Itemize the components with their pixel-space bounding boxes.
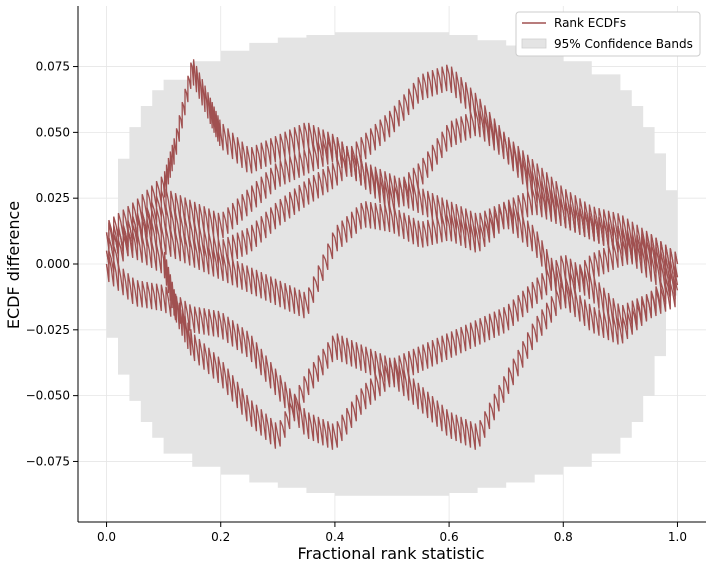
rank-ecdf-line-5 <box>105 135 679 300</box>
y-tick-label-4: 0.025 <box>36 191 70 205</box>
x-tick-label-5: 1.0 <box>668 530 687 544</box>
x-tick-label-0: 0.0 <box>97 530 116 544</box>
y-tick-label-3: 0.000 <box>36 257 70 271</box>
y-tick-label-6: 0.075 <box>36 60 70 74</box>
rank-ecdf-line-3 <box>105 222 679 450</box>
y-tick-label-5: 0.050 <box>36 125 70 139</box>
y-axis-title: ECDF difference <box>4 201 23 329</box>
y-tick-label-1: −0.050 <box>26 389 70 403</box>
confidence-band-area <box>106 32 678 496</box>
x-axis-title: Fractional rank statistic <box>297 544 484 563</box>
legend-label-rank-ecdfs: Rank ECDFs <box>554 16 626 30</box>
legend: Rank ECDFs 95% Confidence Bands <box>515 11 701 57</box>
tick-labels: 0.0 0.2 0.4 0.6 0.8 1.0 −0.075 −0.050 −0.025 0.00… <box>26 60 687 544</box>
rank-ecdf-line-0 <box>105 64 679 279</box>
rank-ecdf-series <box>105 59 679 450</box>
rank-ecdf-line-4 <box>105 201 679 345</box>
legend-patch-swatch <box>521 38 547 49</box>
x-tick-label-1: 0.2 <box>211 530 230 544</box>
x-tick-label-2: 0.4 <box>325 530 344 544</box>
x-tick-label-4: 0.8 <box>554 530 573 544</box>
legend-label-confidence-bands: 95% Confidence Bands <box>554 37 693 51</box>
y-tick-label-0: −0.075 <box>26 454 70 468</box>
y-tick-label-2: −0.025 <box>26 323 70 337</box>
confidence-band <box>106 32 678 496</box>
x-tick-label-3: 0.6 <box>440 530 459 544</box>
legend-frame <box>515 11 701 57</box>
